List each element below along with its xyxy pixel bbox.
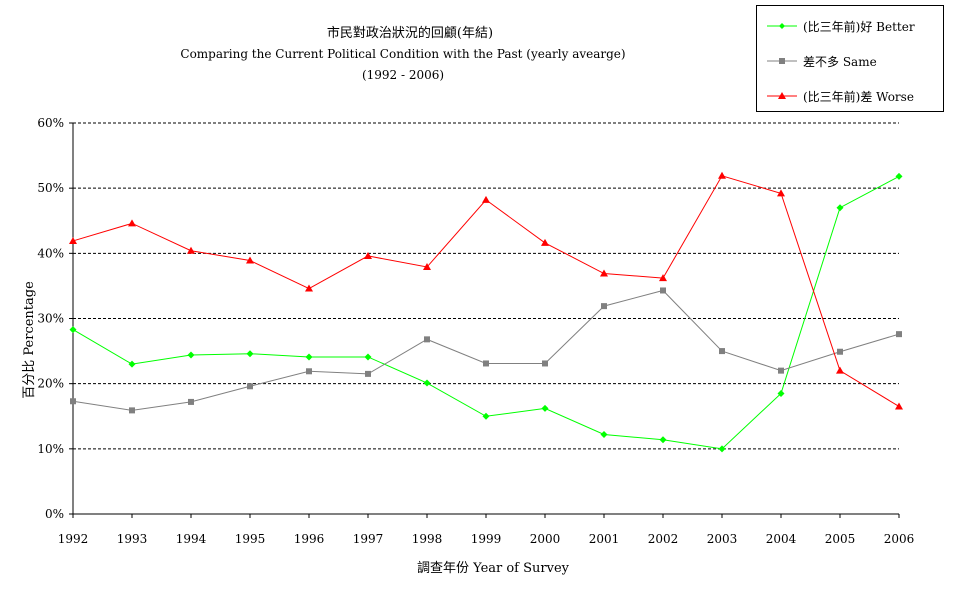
- data-point: [247, 383, 253, 390]
- data-point: [128, 360, 136, 368]
- data-point: [482, 195, 490, 203]
- legend: (比三年前)好 Better 差不多 Same (比三年前)差 Worse: [756, 5, 944, 112]
- data-point: [777, 189, 785, 197]
- series-layer: [69, 171, 903, 453]
- x-tick-label: 1997: [353, 532, 384, 546]
- y-tick-label: 40%: [37, 246, 64, 260]
- y-axis-title: 百分比 Percentage: [22, 281, 37, 399]
- data-point: [659, 436, 667, 444]
- data-point: [306, 368, 312, 375]
- data-point: [423, 379, 431, 387]
- data-point: [69, 326, 77, 334]
- grid: [73, 122, 899, 450]
- y-axis-ticks: 0% 10% 20% 30% 40% 50% 60%: [37, 116, 73, 521]
- data-point: [718, 171, 726, 179]
- legend-label-worse: (比三年前)差 Worse: [803, 90, 914, 104]
- x-tick-label: 1994: [176, 532, 207, 546]
- x-tick-label: 1999: [471, 532, 502, 546]
- data-point: [896, 331, 902, 338]
- x-tick-label: 1992: [58, 532, 89, 546]
- legend-label-same: 差不多 Same: [803, 55, 877, 69]
- chart-subtitle: Comparing the Current Political Conditio…: [180, 47, 625, 61]
- series-0: [69, 172, 903, 453]
- data-point: [542, 360, 548, 367]
- data-point: [246, 350, 254, 358]
- chart-title: 市民對政治狀況的回顧(年結): [327, 25, 493, 41]
- x-tick-label: 2006: [884, 532, 915, 546]
- data-point: [836, 366, 844, 374]
- legend-item-better: (比三年前)好 Better: [757, 16, 943, 36]
- y-tick-label: 20%: [37, 377, 64, 391]
- legend-marker-better: [767, 23, 797, 29]
- data-point: [660, 287, 666, 294]
- data-point: [188, 398, 194, 405]
- series-2: [69, 171, 903, 410]
- data-point: [778, 367, 784, 374]
- y-tick-label: 60%: [37, 116, 64, 130]
- data-point: [659, 274, 667, 282]
- chart-subtitle-years: (1992 - 2006): [362, 68, 444, 82]
- x-tick-label: 1995: [235, 532, 266, 546]
- legend-label-better: (比三年前)好 Better: [803, 20, 915, 34]
- data-point: [128, 219, 136, 227]
- data-point: [187, 351, 195, 359]
- data-point: [305, 353, 313, 361]
- x-axis-title: 調查年份 Year of Survey: [417, 561, 570, 576]
- x-tick-label: 2002: [648, 532, 679, 546]
- data-point: [246, 256, 254, 264]
- data-point: [482, 412, 490, 420]
- data-point: [423, 263, 431, 271]
- x-tick-label: 2005: [825, 532, 856, 546]
- legend-marker-same: [767, 58, 797, 64]
- legend-item-same: 差不多 Same: [757, 51, 943, 71]
- data-point: [305, 284, 313, 292]
- data-point: [600, 269, 608, 277]
- data-point: [70, 398, 76, 405]
- data-point: [895, 402, 903, 410]
- data-point: [483, 360, 489, 367]
- data-point: [600, 430, 608, 438]
- data-point: [187, 246, 195, 254]
- legend-item-worse: (比三年前)差 Worse: [757, 86, 943, 106]
- data-point: [601, 303, 607, 310]
- x-tick-label: 2001: [589, 532, 620, 546]
- data-point: [69, 236, 77, 244]
- data-point: [837, 348, 843, 355]
- x-tick-label: 2000: [530, 532, 561, 546]
- series-line: [72, 175, 900, 407]
- data-point: [718, 445, 726, 453]
- x-tick-label: 1996: [294, 532, 325, 546]
- x-axis-ticks: 1992 1993 1994 1995 1996 1997 1998 1999 2000 2001…: [58, 514, 915, 546]
- data-point: [719, 348, 725, 355]
- legend-marker-worse: [767, 92, 797, 99]
- data-point: [424, 336, 430, 343]
- x-tick-label: 1998: [412, 532, 443, 546]
- x-tick-label: 1993: [117, 532, 148, 546]
- series-line: [72, 289, 900, 411]
- data-point: [895, 172, 903, 180]
- y-tick-label: 10%: [37, 442, 64, 456]
- data-point: [836, 204, 844, 212]
- data-point: [364, 251, 372, 259]
- x-tick-label: 2004: [766, 532, 797, 546]
- series-1: [70, 287, 902, 414]
- y-tick-label: 0%: [45, 507, 64, 521]
- y-tick-label: 30%: [37, 312, 64, 326]
- data-point: [364, 353, 372, 361]
- data-point: [541, 238, 549, 246]
- series-line: [72, 175, 900, 450]
- data-point: [777, 389, 785, 397]
- data-point: [541, 404, 549, 412]
- data-point: [365, 370, 371, 377]
- data-point: [129, 407, 135, 414]
- y-tick-label: 50%: [37, 181, 64, 195]
- x-tick-label: 2003: [707, 532, 738, 546]
